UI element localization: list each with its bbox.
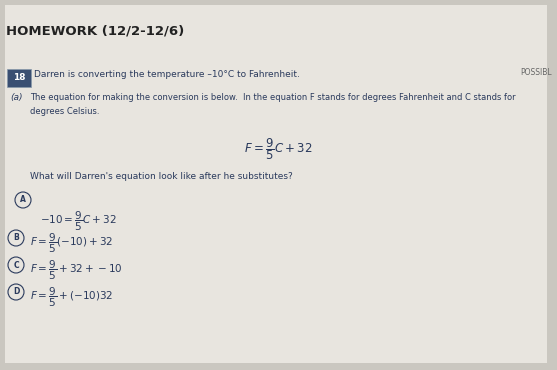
Text: POSSIBL: POSSIBL xyxy=(520,68,552,77)
Text: D: D xyxy=(13,287,19,296)
Text: Darren is converting the temperature –10°C to Fahrenheit.: Darren is converting the temperature –10… xyxy=(34,70,300,79)
Circle shape xyxy=(15,192,31,208)
Text: 18: 18 xyxy=(13,74,25,83)
FancyBboxPatch shape xyxy=(5,5,547,363)
FancyBboxPatch shape xyxy=(7,69,31,87)
Circle shape xyxy=(8,284,24,300)
Text: $F = \dfrac{9}{5}C + 32$: $F = \dfrac{9}{5}C + 32$ xyxy=(244,136,312,162)
Text: The equation for making the conversion is below.  In the equation F stands for d: The equation for making the conversion i… xyxy=(30,93,516,102)
Text: C: C xyxy=(13,260,19,269)
Text: degrees Celsius.: degrees Celsius. xyxy=(30,107,100,116)
Text: $F = \dfrac{9}{5} + 32 + -10$: $F = \dfrac{9}{5} + 32 + -10$ xyxy=(30,259,123,282)
Text: $F = \dfrac{9}{5}(-10) + 32$: $F = \dfrac{9}{5}(-10) + 32$ xyxy=(30,232,114,255)
Text: HOMEWORK (12/2-12/6): HOMEWORK (12/2-12/6) xyxy=(6,25,184,38)
Circle shape xyxy=(8,230,24,246)
Text: $-10 = \dfrac{9}{5}C + 32$: $-10 = \dfrac{9}{5}C + 32$ xyxy=(40,210,116,233)
Circle shape xyxy=(8,257,24,273)
Text: $F = \dfrac{9}{5} + (-10)32$: $F = \dfrac{9}{5} + (-10)32$ xyxy=(30,286,114,309)
Text: (a): (a) xyxy=(10,93,22,102)
Text: B: B xyxy=(13,233,19,242)
Text: A: A xyxy=(20,195,26,205)
Text: What will Darren's equation look like after he substitutes?: What will Darren's equation look like af… xyxy=(30,172,293,181)
